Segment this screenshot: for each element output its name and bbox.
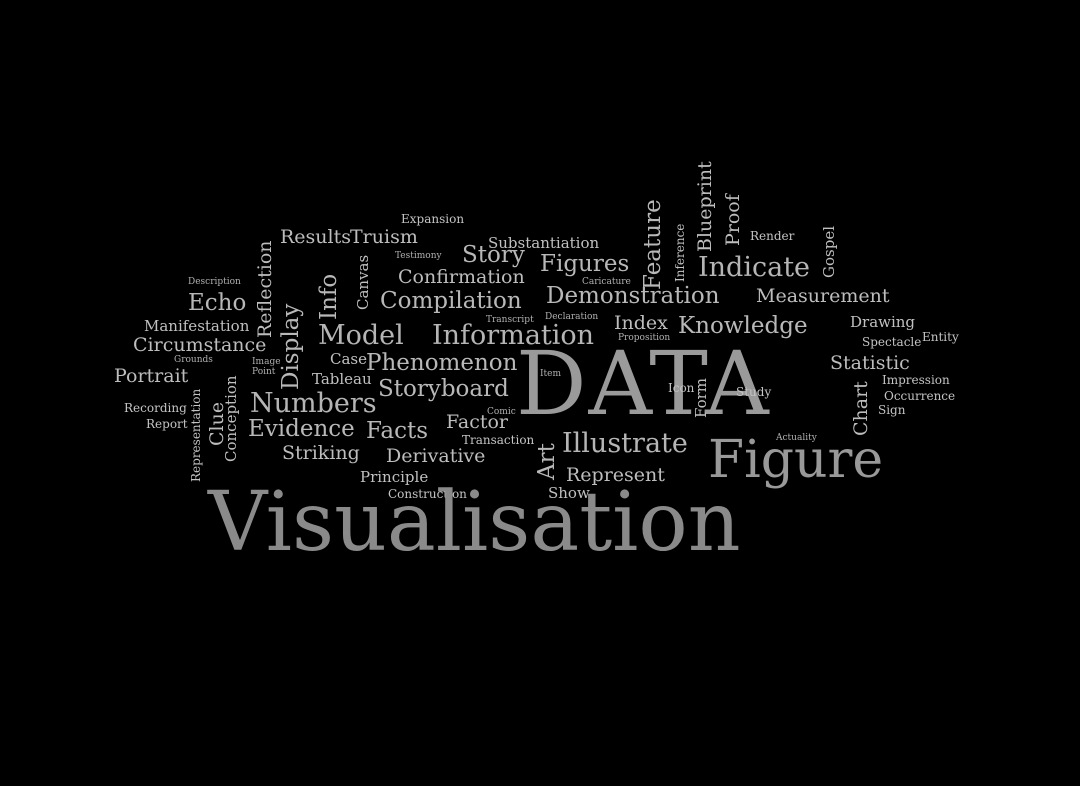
word-description: Description xyxy=(188,277,241,287)
word-demonstration: Demonstration xyxy=(546,283,720,309)
word-item: Item xyxy=(540,369,562,379)
word-blueprint: Blueprint xyxy=(694,161,716,252)
word-chart: Chart xyxy=(850,381,872,436)
word-proof: Proof xyxy=(722,194,744,246)
word-entity: Entity xyxy=(922,330,959,344)
word-striking: Striking xyxy=(282,442,360,464)
word-information: Information xyxy=(432,320,595,351)
word-info: Info xyxy=(316,273,342,320)
word-grounds: Grounds xyxy=(174,355,213,365)
word-report: Report xyxy=(146,417,188,431)
word-reflection: Reflection xyxy=(254,240,276,339)
word-illustrate: Illustrate xyxy=(562,428,688,459)
word-statistic: Statistic xyxy=(830,352,910,374)
word-facts: Facts xyxy=(366,418,429,444)
word-declaration: Declaration xyxy=(545,312,599,322)
word-figures: Figures xyxy=(540,251,630,277)
word-case: Case xyxy=(330,350,367,368)
word-feature: Feature xyxy=(640,199,666,290)
word-sign: Sign xyxy=(878,403,906,417)
word-expansion: Expansion xyxy=(401,212,465,226)
word-visualisation: Visualisation xyxy=(208,475,741,570)
word-indicate: Indicate xyxy=(698,252,811,283)
word-occurrence: Occurrence xyxy=(884,389,956,403)
word-represent: Represent xyxy=(566,464,665,486)
word-confirmation: Confirmation xyxy=(398,266,525,288)
word-portrait: Portrait xyxy=(114,365,189,387)
word-circumstance: Circumstance xyxy=(133,334,267,356)
word-tableau: Tableau xyxy=(312,370,372,388)
word-icon: Icon xyxy=(668,381,695,395)
word-story: Story xyxy=(462,242,525,268)
word-measurement: Measurement xyxy=(756,285,890,307)
word-canvas: Canvas xyxy=(354,254,372,310)
word-index: Index xyxy=(614,312,668,334)
word-numbers: Numbers xyxy=(250,388,377,419)
word-study: Study xyxy=(736,385,772,399)
word-gospel: Gospel xyxy=(820,226,838,278)
word-compilation: Compilation xyxy=(380,288,522,314)
word-echo: Echo xyxy=(188,290,247,316)
word-principle: Principle xyxy=(360,468,429,486)
word-drawing: Drawing xyxy=(850,313,916,331)
word-results: Results xyxy=(280,226,351,248)
word-data: DATA xyxy=(516,332,771,435)
word-knowledge: Knowledge xyxy=(678,313,808,339)
word-point: Point xyxy=(252,367,276,377)
word-inference: Inference xyxy=(673,223,687,282)
word-figure: Figure xyxy=(708,430,884,490)
word-substantiation: Substantiation xyxy=(488,234,600,252)
word-evidence: Evidence xyxy=(248,416,355,442)
word-construction: Construction xyxy=(388,487,467,501)
word-transaction: Transaction xyxy=(462,433,535,447)
word-representation: Representation xyxy=(189,388,203,482)
word-proposition: Proposition xyxy=(618,333,671,343)
word-testimony: Testimony xyxy=(395,251,442,261)
word-recording: Recording xyxy=(124,401,187,415)
word-storyboard: Storyboard xyxy=(378,376,509,402)
word-show: Show xyxy=(548,484,590,502)
word-truism: Truism xyxy=(350,226,418,248)
word-impression: Impression xyxy=(882,373,950,387)
word-phenomenon: Phenomenon xyxy=(366,350,518,376)
word-derivative: Derivative xyxy=(386,445,486,467)
word-caricature: Caricature xyxy=(582,277,631,287)
word-render: Render xyxy=(750,229,795,243)
word-spectacle: Spectacle xyxy=(862,335,922,349)
word-form: Form xyxy=(692,377,710,418)
word-transcript: Transcript xyxy=(486,315,534,325)
word-image: Image xyxy=(252,357,281,367)
word-display: Display xyxy=(278,303,304,390)
word-model: Model xyxy=(318,320,404,351)
word-manifestation: Manifestation xyxy=(144,317,250,335)
word-conception: Conception xyxy=(222,375,240,462)
word-comic: Comic xyxy=(487,407,516,417)
word-actuality: Actuality xyxy=(776,433,817,443)
word-factor: Factor xyxy=(446,411,509,433)
